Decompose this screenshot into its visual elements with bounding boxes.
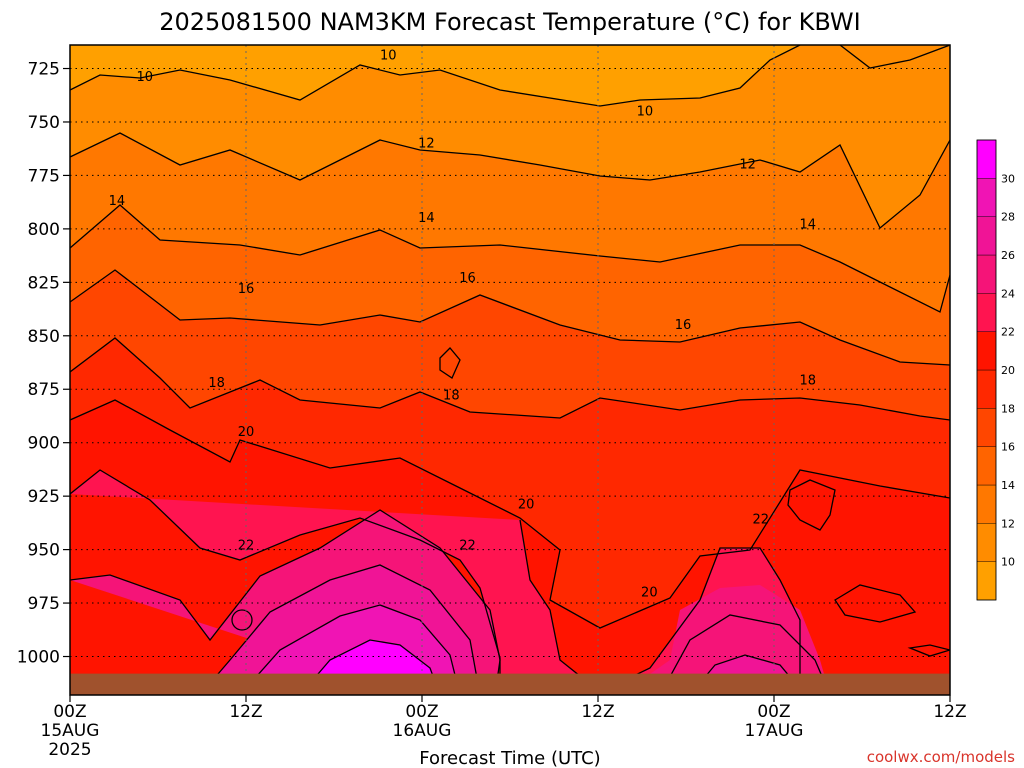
colorbar-label-24: 24 xyxy=(1001,287,1015,300)
contour-label-2: 10 xyxy=(637,104,654,119)
y-tick-label-775: 775 xyxy=(28,166,60,186)
credit-text: coolwx.com/models xyxy=(867,748,1015,766)
colorbar-label-26: 26 xyxy=(1001,249,1015,262)
ground-surface xyxy=(70,673,950,695)
contour-label-7: 14 xyxy=(799,218,816,233)
y-axis: 725 750 775 800 825 850 875 900 925 950 975 1000 xyxy=(17,60,70,668)
x-tick-label-1: 12Z xyxy=(229,702,262,722)
contour-10-line-right xyxy=(839,45,950,69)
x-tick-label-3: 12Z xyxy=(581,702,614,722)
x-tick-date-2: 16AUG xyxy=(393,721,452,741)
colorbar-segment-16 xyxy=(976,408,997,447)
colorbar-label-10: 10 xyxy=(1001,556,1015,569)
contour-26-line xyxy=(199,564,481,695)
x-tick-date-4: 17AUG xyxy=(745,721,804,741)
y-tick-label-725: 725 xyxy=(28,60,60,80)
contour-small-loop-1000 xyxy=(907,644,950,657)
contour-small-loop-925 xyxy=(787,479,836,531)
colorbar-segment-14 xyxy=(976,446,997,486)
contour-label-5: 14 xyxy=(109,194,126,209)
contour-28-line xyxy=(239,604,461,695)
contour-label-8: 16 xyxy=(238,282,255,297)
contour-label-3: 12 xyxy=(418,136,435,151)
y-tick-label-800: 800 xyxy=(28,220,60,240)
contour-label-10: 16 xyxy=(675,318,692,333)
contour-10-line xyxy=(70,45,801,107)
y-tick-label-1000: 1000 xyxy=(17,648,60,668)
colorbar-label-12: 12 xyxy=(1001,517,1015,530)
contour-label-4: 12 xyxy=(739,158,756,173)
contour-label-13: 18 xyxy=(799,374,816,389)
contour-label-15: 20 xyxy=(518,498,535,513)
y-tick-label-900: 900 xyxy=(28,434,60,454)
contour-30-line xyxy=(299,639,441,695)
contour-label-1: 10 xyxy=(380,49,397,64)
colorbar-label-14: 14 xyxy=(1001,479,1015,492)
colorbar-label-28: 28 xyxy=(1001,211,1015,224)
colorbar-segment-26 xyxy=(976,216,997,256)
x-tick-label-2: 00Z xyxy=(405,702,438,722)
colorbar-segment-10 xyxy=(976,523,997,562)
contour-22-line xyxy=(70,469,501,695)
contour-label-18: 22 xyxy=(459,538,476,553)
contour-small-loop-left xyxy=(231,609,253,631)
contour-label-9: 16 xyxy=(459,271,476,286)
colorbar: 10 12 14 16 18 20 22 24 26 28 30 xyxy=(976,139,1015,601)
contour-24-line-right xyxy=(659,614,831,695)
colorbar-segment-30 xyxy=(976,139,997,179)
x-tick-year-0: 2025 xyxy=(48,740,91,760)
contour-label-6: 14 xyxy=(418,211,435,226)
contour-label-14: 20 xyxy=(238,425,255,440)
contour-20-line xyxy=(70,399,950,629)
contour-22-line-right xyxy=(519,519,801,695)
contour-lines xyxy=(70,45,950,695)
y-tick-label-825: 825 xyxy=(28,273,60,293)
chart-title: 2025081500 NAM3KM Forecast Temperature (… xyxy=(159,8,860,36)
contour-24-line xyxy=(70,509,501,695)
plot-frame xyxy=(69,44,951,696)
contour-label-11: 18 xyxy=(208,376,225,391)
y-tick-label-975: 975 xyxy=(28,594,60,614)
x-tick-label-0: 00Z xyxy=(53,702,86,722)
y-tick-label-850: 850 xyxy=(28,327,60,347)
contour-label-19: 22 xyxy=(753,513,770,528)
y-tick-label-750: 750 xyxy=(28,113,60,133)
colorbar-frame xyxy=(976,139,997,601)
x-axis-label: Forecast Time (UTC) xyxy=(419,748,600,768)
band-24-26 xyxy=(70,510,830,695)
contour-12-line xyxy=(70,132,950,230)
contour-labels: 10 10 10 12 12 14 14 14 16 16 16 18 18 18 20 20 20 22 22 22 xyxy=(109,49,816,601)
colorbar-segment-18 xyxy=(976,369,997,409)
band-22-24 xyxy=(70,470,800,695)
colorbar-segment-8 xyxy=(976,561,997,601)
colorbar-segment-12 xyxy=(976,484,997,524)
y-tick-label-950: 950 xyxy=(28,541,60,561)
contour-small-loop-850 xyxy=(439,347,461,379)
y-tick-label-925: 925 xyxy=(28,487,60,507)
contour-20-patch xyxy=(834,584,917,623)
contour-18-line xyxy=(70,337,950,421)
temperature-bands xyxy=(70,45,950,695)
colorbar-label-22: 22 xyxy=(1001,326,1015,339)
colorbar-segment-22 xyxy=(976,293,997,332)
colorbar-label-16: 16 xyxy=(1001,441,1015,454)
contour-label-0: 10 xyxy=(137,70,154,85)
x-tick-label-5: 12Z xyxy=(933,702,966,722)
colorbar-segment-28 xyxy=(976,178,997,217)
contour-16-line xyxy=(70,269,950,366)
contour-label-12: 18 xyxy=(443,389,460,404)
contour-label-17: 22 xyxy=(238,538,255,553)
y-tick-label-875: 875 xyxy=(28,380,60,400)
colorbar-label-30: 30 xyxy=(1001,172,1015,185)
x-tick-label-4: 00Z xyxy=(757,702,790,722)
colorbar-label-20: 20 xyxy=(1001,364,1015,377)
contour-14-line xyxy=(70,204,950,313)
colorbar-segment-24 xyxy=(976,254,997,294)
colorbar-label-18: 18 xyxy=(1001,402,1015,415)
contour-label-16: 20 xyxy=(641,585,658,600)
x-tick-date-0: 15AUG xyxy=(41,721,100,741)
colorbar-segment-20 xyxy=(976,331,997,371)
